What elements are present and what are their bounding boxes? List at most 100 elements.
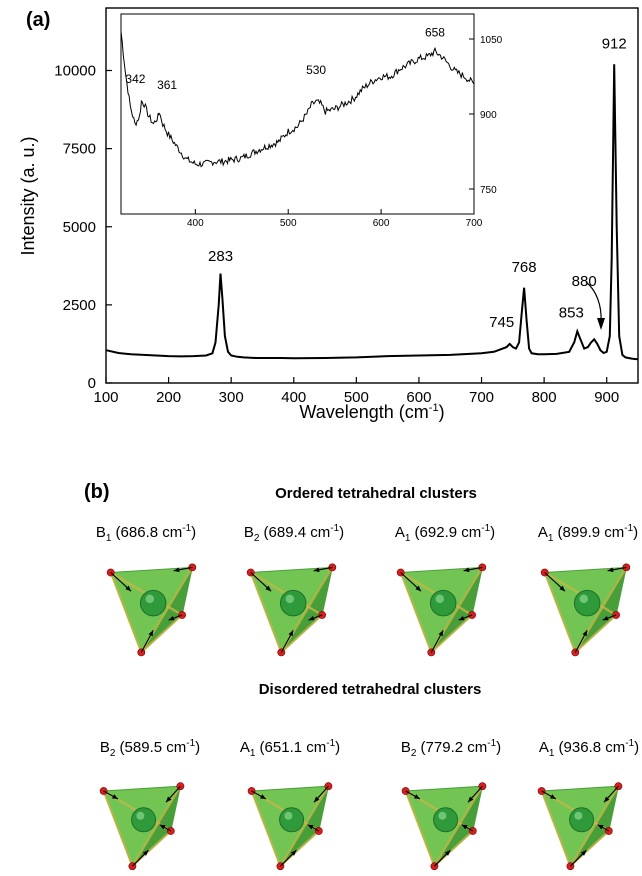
tetra-edge	[569, 785, 620, 867]
arrow-head	[260, 794, 266, 799]
arrow-head	[607, 567, 614, 573]
central-atom	[573, 589, 601, 617]
y-axis-label: Intensity (a. u.)	[18, 136, 38, 255]
inset-x-tick-label: 700	[466, 218, 483, 229]
tetra-edge	[399, 572, 433, 653]
tetrahedron	[246, 563, 337, 657]
atom-highlight	[438, 811, 447, 820]
peak-label-912: 912	[602, 36, 627, 53]
inset-plot: 400 500 600 700 750 900 1050 342 361 530 658	[120, 13, 503, 229]
tetra-edge	[574, 614, 617, 654]
x-tick-label: 200	[156, 389, 181, 406]
inset-peak-label-658: 658	[425, 26, 445, 40]
arrow-head	[438, 630, 444, 637]
atom-highlight	[145, 594, 155, 604]
atom-highlight	[136, 811, 145, 820]
tetrahedron	[99, 782, 185, 871]
x-tick-label: 900	[594, 389, 619, 406]
tetra-edge	[279, 785, 330, 867]
peak-label-745: 745	[489, 314, 514, 331]
mode-label: B2 (689.4 cm-1)	[244, 523, 344, 544]
main-spectrum-line	[105, 64, 639, 361]
x-axis-label: Wavelength (cm-1)	[299, 402, 444, 422]
atom-highlight	[284, 811, 293, 820]
inset-frame	[120, 13, 475, 215]
atom-highlight	[435, 594, 445, 604]
mode-label: A1 (651.1 cm-1)	[240, 738, 340, 759]
vertex-atom	[137, 648, 146, 657]
inset-x-tick-label: 500	[280, 218, 297, 229]
tetra-edge	[131, 785, 182, 867]
arrow-head	[559, 585, 566, 592]
x-tick-label: 300	[219, 389, 244, 406]
tetra-edge	[140, 566, 194, 653]
mode-label: A1 (692.9 cm-1)	[395, 523, 495, 544]
ordered-mode-labels: B1 (686.8 cm-1) B2 (689.4 cm-1) A1 (692.9 …	[96, 523, 638, 544]
arrow-head	[582, 630, 588, 637]
central-atom	[131, 807, 157, 833]
x-tick-label: 700	[469, 389, 494, 406]
x-tick-label: 800	[532, 389, 557, 406]
peak-label-283: 283	[208, 248, 233, 265]
arrow-head	[461, 824, 468, 830]
tetrahedron	[396, 563, 487, 657]
y-tick-label: 0	[88, 375, 96, 392]
tetra-edge	[404, 790, 436, 867]
mode-label: B2 (589.5 cm-1)	[100, 738, 200, 759]
peak-880-arrow	[585, 281, 605, 330]
arrow-head	[415, 585, 422, 592]
arrow-head	[125, 585, 132, 592]
tetra-edge	[280, 614, 323, 654]
tetra-edge	[109, 572, 143, 653]
arrow-head	[468, 796, 474, 803]
arrow-head	[148, 630, 154, 637]
x-tick-label: 400	[281, 389, 306, 406]
main-annotations: 283 745 768 853 880 912	[208, 36, 627, 331]
inset-ticks: 400 500 600 700 750 900 1050	[187, 35, 503, 229]
main-plot-frame	[105, 7, 639, 384]
arrow-head	[166, 796, 172, 803]
tetra-edge	[430, 566, 484, 653]
tetra-edge	[543, 572, 577, 653]
central-atom	[569, 807, 595, 833]
atom-highlight	[574, 811, 583, 820]
arrow-head	[550, 794, 556, 799]
arrow-head	[597, 824, 604, 830]
central-atom	[139, 589, 167, 617]
mode-label: A1 (899.9 cm-1)	[538, 523, 638, 544]
disordered-title: Disordered tetrahedral clusters	[259, 681, 482, 698]
tetra-edge	[433, 785, 484, 867]
y-tick-label: 7500	[63, 141, 96, 158]
tetra-edge	[140, 614, 183, 654]
mode-label: B1 (686.8 cm-1)	[96, 523, 196, 544]
tetra-edge	[280, 566, 334, 653]
atom-highlight	[579, 594, 589, 604]
tetrahedra	[99, 563, 631, 871]
tetra-edge	[574, 566, 628, 653]
inset-x-tick-label: 600	[373, 218, 390, 229]
arrow-head	[173, 567, 180, 573]
peak-label-853: 853	[559, 304, 584, 321]
inset-y-tick-label: 900	[480, 110, 497, 121]
arrow-head	[307, 824, 314, 830]
tetra-edge	[249, 572, 283, 653]
arrow-head	[313, 567, 320, 573]
arrow-head	[159, 824, 166, 830]
y-tick-label: 10000	[54, 63, 96, 80]
disordered-mode-labels: B2 (589.5 cm-1) A1 (651.1 cm-1) B2 (779.2 …	[100, 738, 639, 759]
tetra-edge	[540, 790, 572, 867]
arrow-head	[142, 850, 149, 856]
tetrahedron	[401, 782, 487, 871]
y-tick-label: 5000	[63, 219, 96, 236]
inset-annotations: 342 361 530 658	[125, 26, 445, 93]
inset-peak-label-342: 342	[125, 72, 145, 86]
arrow-head	[290, 850, 297, 856]
tetrahedron	[247, 782, 333, 871]
x-tick-label: 100	[93, 389, 118, 406]
arrow-head	[580, 850, 587, 856]
tetra-edge	[250, 790, 282, 867]
x-tick-label: 600	[406, 389, 431, 406]
tetra-edge	[430, 614, 473, 654]
inset-peak-label-530: 530	[306, 63, 326, 77]
arrow-head	[458, 616, 465, 621]
